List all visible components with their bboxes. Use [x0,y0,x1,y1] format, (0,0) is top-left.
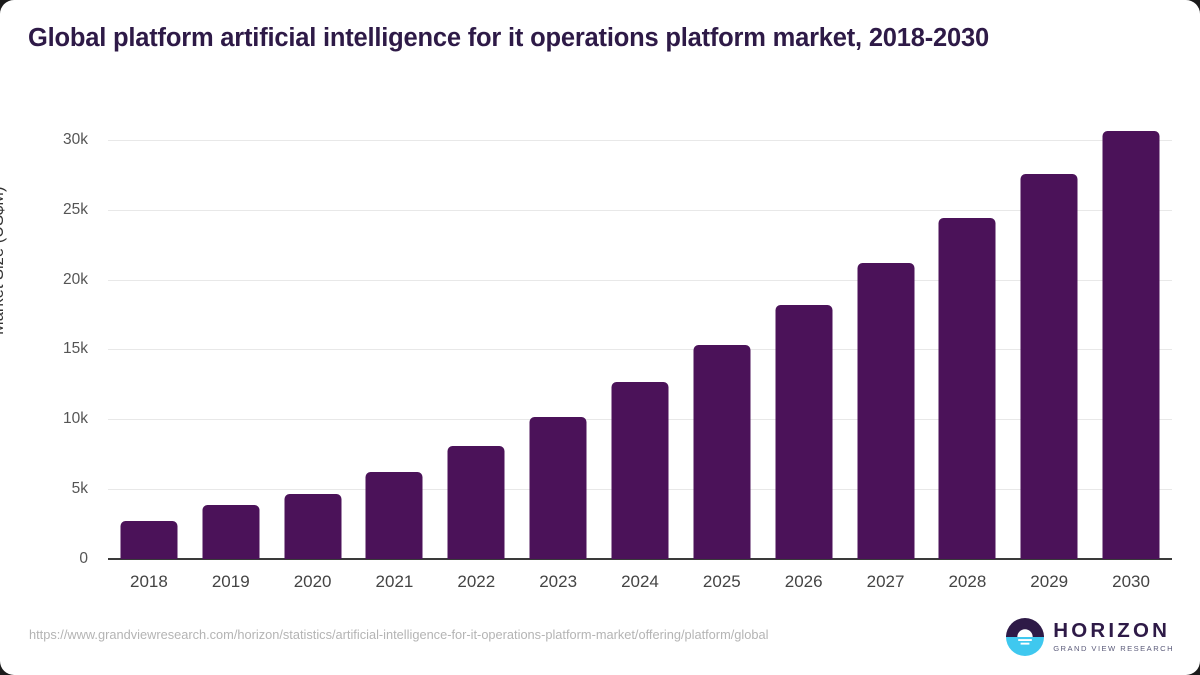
x-tick-label: 2025 [702,572,741,591]
gridline [108,209,1172,211]
bar[interactable] [529,416,587,559]
x-tick-label: 2023 [539,572,578,591]
logo-tagline: GRAND VIEW RESEARCH [1053,644,1174,654]
source-url[interactable]: https://www.grandviewresearch.com/horizo… [29,627,769,642]
x-tick-label: 2029 [1030,572,1069,591]
y-tick-label: 0 [79,550,88,567]
gridline [108,279,1172,281]
bar[interactable] [693,344,751,559]
x-axis-line [108,558,1172,560]
bar[interactable] [447,445,505,559]
bar-slot [926,112,1008,559]
bar[interactable] [120,520,178,559]
bar-slot [517,112,599,559]
x-tick-label: 2027 [866,572,905,591]
bar[interactable] [775,304,833,559]
bar-slot [272,112,354,559]
bar-slot [108,112,190,559]
x-tick-label: 2020 [293,572,332,591]
x-tick-label: 2030 [1112,572,1150,591]
x-tick-label: 2018 [130,572,168,591]
bar-slot [190,112,272,559]
y-tick-label: 25k [63,200,88,218]
logo-wordmark: HORIZON [1053,618,1171,642]
y-tick-label: 15k [63,340,88,358]
y-tick-label: 30k [63,130,88,148]
bar[interactable] [1020,174,1078,559]
x-tick-label: 2026 [784,572,823,591]
bar-slot [435,112,517,559]
bar[interactable] [202,505,260,559]
bar[interactable] [857,262,915,559]
x-tick-label: 2019 [211,572,250,591]
y-tick-label: 5k [71,480,88,498]
x-tick-label: 2021 [375,572,414,591]
bar-slot [845,112,927,559]
bar[interactable] [365,471,423,559]
horizon-sun-circle-icon [1006,618,1045,656]
y-tick-label: 10k [63,410,88,428]
bar[interactable] [1102,130,1160,559]
x-tick-label: 2024 [621,572,659,591]
y-tick-label: 20k [63,270,88,288]
bar-slot [354,112,436,559]
gridline [108,349,1172,351]
x-tick-label: 2028 [948,572,987,591]
bar-slot [681,112,763,559]
bar[interactable] [938,218,996,559]
logo-text: HORIZON GRAND VIEW RESEARCH [1053,618,1174,654]
bar-series [108,112,1172,559]
page-title: Global platform artificial intelligence … [28,24,989,52]
gridline [108,139,1172,141]
horizon-logo[interactable]: HORIZON GRAND VIEW RESEARCH [1006,618,1174,656]
bar[interactable] [284,494,342,559]
bar[interactable] [611,381,669,559]
bar-slot [763,112,845,559]
bar-slot [1008,112,1090,559]
bar-slot [599,112,681,559]
x-tick-label: 2022 [457,572,496,591]
bar-slot [1090,112,1172,559]
